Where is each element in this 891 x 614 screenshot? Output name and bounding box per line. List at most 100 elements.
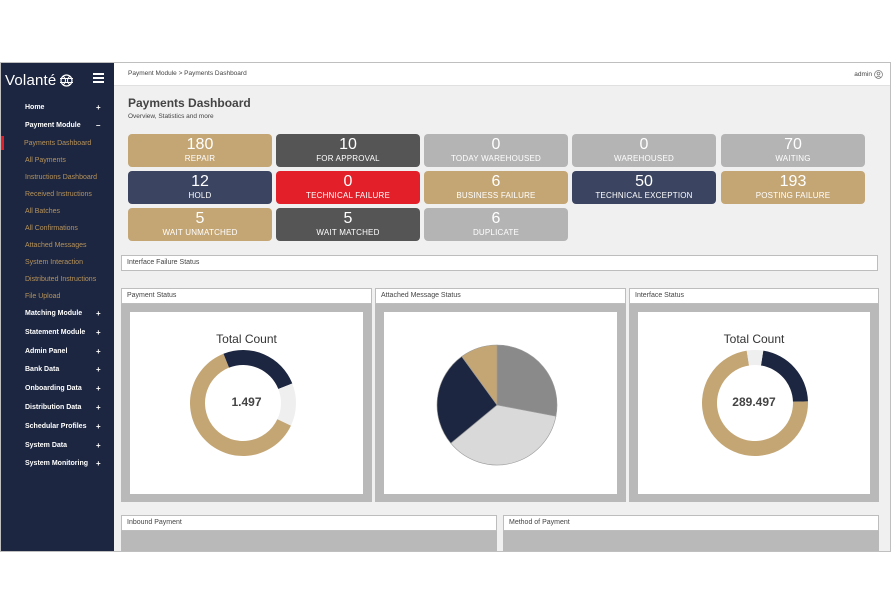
attached-message-status-panel bbox=[375, 304, 626, 502]
sidebar-item-statement-module[interactable]: Statement Module + bbox=[1, 327, 114, 339]
sidebar-item-label: System Monitoring bbox=[25, 460, 89, 468]
sidebar-item-matching-module[interactable]: Matching Module + bbox=[1, 309, 114, 320]
globe-icon bbox=[60, 73, 74, 87]
sidebar-item-system-monitoring[interactable]: System Monitoring + bbox=[1, 459, 114, 470]
tile-label: DUPLICATE bbox=[472, 228, 520, 237]
sidebar-item-label: Received Instructions bbox=[25, 191, 92, 198]
payment-status-panel: Total Count 1.497 bbox=[121, 304, 372, 502]
sidebar-item-instructions-dashboard[interactable]: Instructions Dashboard bbox=[1, 174, 114, 184]
interface-status-slice-0[interactable] bbox=[760, 350, 808, 402]
sidebar-item-all-batches[interactable]: All Batches bbox=[1, 208, 114, 218]
tile-label: TODAY WAREHOUSED bbox=[450, 154, 542, 163]
tile-label: WAIT MATCHED bbox=[316, 228, 380, 237]
sidebar-item-all-confirmations[interactable]: All Confirmations bbox=[1, 225, 114, 235]
expand-icon[interactable]: + bbox=[96, 384, 101, 394]
sidebar-item-distributed-instructions[interactable]: Distributed Instructions bbox=[1, 276, 114, 286]
menu-toggle-icon[interactable] bbox=[93, 73, 104, 83]
expand-icon[interactable]: + bbox=[96, 327, 101, 337]
payment-status-donut-chart bbox=[190, 350, 296, 456]
sidebar-item-distribution-data[interactable]: Distribution Data + bbox=[1, 403, 114, 414]
expand-icon[interactable]: + bbox=[96, 103, 101, 112]
payment-status-slice-1[interactable] bbox=[223, 350, 293, 390]
tile-technical-exception[interactable]: 50 TECHNICAL EXCEPTION bbox=[572, 171, 716, 204]
tile-business-failure[interactable]: 6 BUSINESS FAILURE bbox=[424, 171, 568, 204]
payment-status-header: Payment Status bbox=[121, 288, 372, 304]
interface-failure-status-header: Interface Failure Status bbox=[121, 255, 878, 271]
sidebar-item-file-upload[interactable]: File Upload bbox=[1, 293, 114, 303]
sidebar-item-onboarding-data[interactable]: Onboarding Data + bbox=[1, 384, 114, 395]
tile-duplicate[interactable]: 6 DUPLICATE bbox=[424, 208, 568, 241]
sidebar-item-payment-module[interactable]: Payment Module – bbox=[1, 121, 114, 132]
interface-status-donut-chart bbox=[702, 350, 808, 456]
tile-technical-failure[interactable]: 0 TECHNICAL FAILURE bbox=[276, 171, 420, 204]
sidebar-item-payments-dashboard[interactable]: Payments Dashboard bbox=[1, 136, 114, 150]
tile-count: 70 bbox=[784, 136, 802, 153]
method-of-payment-header: Method of Payment bbox=[503, 515, 879, 531]
payment-status-chart-title: Total Count bbox=[216, 332, 277, 346]
sidebar-item-system-data[interactable]: System Data + bbox=[1, 440, 114, 452]
tile-warehoused[interactable]: 0 WAREHOUSED bbox=[572, 134, 716, 167]
payment-status-slice-0[interactable] bbox=[190, 353, 291, 456]
tile-today-warehoused[interactable]: 0 TODAY WAREHOUSED bbox=[424, 134, 568, 167]
sidebar-item-label: Statement Module bbox=[25, 328, 86, 336]
logo[interactable]: Volanté bbox=[5, 71, 74, 89]
sidebar-item-admin-panel[interactable]: Admin Panel + bbox=[1, 346, 114, 358]
expand-icon[interactable]: + bbox=[96, 309, 101, 318]
sidebar-item-label: All Batches bbox=[25, 208, 61, 215]
sidebar-item-label: Schedular Profiles bbox=[25, 422, 87, 430]
sidebar-item-label: Distributed Instructions bbox=[25, 276, 97, 283]
attached-message-status-slice-0[interactable] bbox=[496, 344, 558, 417]
expand-icon[interactable]: + bbox=[96, 365, 101, 375]
tile-posting-failure[interactable]: 193 POSTING FAILURE bbox=[721, 171, 865, 204]
sidebar-item-label: Payments Dashboard bbox=[24, 140, 92, 147]
tile-repair[interactable]: 180 REPAIR bbox=[128, 134, 272, 167]
user-menu[interactable]: admin bbox=[854, 70, 883, 79]
tile-count: 6 bbox=[491, 173, 501, 190]
attached-message-status-slice-3[interactable] bbox=[461, 344, 498, 406]
tile-waiting[interactable]: 70 WAITING bbox=[721, 134, 865, 167]
user-icon bbox=[874, 70, 883, 79]
sidebar-item-received-instructions[interactable]: Received Instructions bbox=[1, 191, 114, 201]
attached-message-status-slice-1[interactable] bbox=[450, 404, 557, 466]
sidebar-item-all-payments[interactable]: All Payments bbox=[1, 157, 114, 167]
tile-label: REPAIR bbox=[184, 154, 216, 163]
payment-status-card: Total Count 1.497 bbox=[130, 312, 363, 494]
attached-message-status-card bbox=[384, 312, 617, 494]
tile-count: 6 bbox=[491, 210, 501, 227]
tile-count: 12 bbox=[191, 173, 209, 190]
tile-hold[interactable]: 12 HOLD bbox=[128, 171, 272, 204]
tile-count: 5 bbox=[343, 210, 353, 227]
sidebar-item-home[interactable]: Home + bbox=[1, 103, 114, 114]
expand-icon[interactable]: + bbox=[96, 421, 101, 431]
tile-for-approval[interactable]: 10 FOR APPROVAL bbox=[276, 134, 420, 167]
interface-status-total: 289.497 bbox=[732, 395, 776, 409]
sidebar-item-schedular-profiles[interactable]: Schedular Profiles + bbox=[1, 421, 114, 433]
expand-icon[interactable]: + bbox=[96, 403, 101, 412]
tile-label: WAITING bbox=[775, 154, 811, 163]
expand-icon[interactable]: + bbox=[96, 459, 101, 469]
tile-wait-unmatched[interactable]: 5 WAIT UNMATCHED bbox=[128, 208, 272, 241]
expand-icon[interactable]: + bbox=[96, 440, 101, 450]
sidebar-item-system-interaction[interactable]: System Interaction bbox=[1, 259, 114, 269]
sidebar-item-label: Attached Messages bbox=[25, 242, 87, 249]
tile-wait-matched[interactable]: 5 WAIT MATCHED bbox=[276, 208, 420, 241]
attached-message-status-slice-2[interactable] bbox=[436, 356, 498, 444]
sidebar-item-bank-data[interactable]: Bank Data + bbox=[1, 365, 114, 376]
sidebar-item-attached-messages[interactable]: Attached Messages bbox=[1, 242, 114, 252]
breadcrumb[interactable]: Payment Module > Payments Dashboard bbox=[128, 70, 247, 77]
expand-icon[interactable]: + bbox=[96, 346, 101, 356]
payment-status-total: 1.497 bbox=[231, 395, 262, 409]
tile-count: 0 bbox=[343, 173, 353, 190]
page-title: Payments Dashboard bbox=[128, 96, 251, 110]
payment-status-slice-2[interactable] bbox=[277, 383, 296, 426]
interface-status-slice-2[interactable] bbox=[746, 350, 764, 366]
collapse-icon[interactable]: – bbox=[96, 121, 101, 130]
logo-text: Volanté bbox=[5, 71, 57, 89]
tile-count: 180 bbox=[186, 136, 214, 153]
tile-label: WAIT UNMATCHED bbox=[162, 228, 238, 237]
tile-label: BUSINESS FAILURE bbox=[456, 191, 536, 200]
sidebar-item-label: File Upload bbox=[25, 293, 61, 300]
sidebar-item-label: Home bbox=[25, 104, 45, 111]
attached-message-status-header: Attached Message Status bbox=[375, 288, 626, 304]
inbound-payment-panel bbox=[121, 531, 497, 551]
